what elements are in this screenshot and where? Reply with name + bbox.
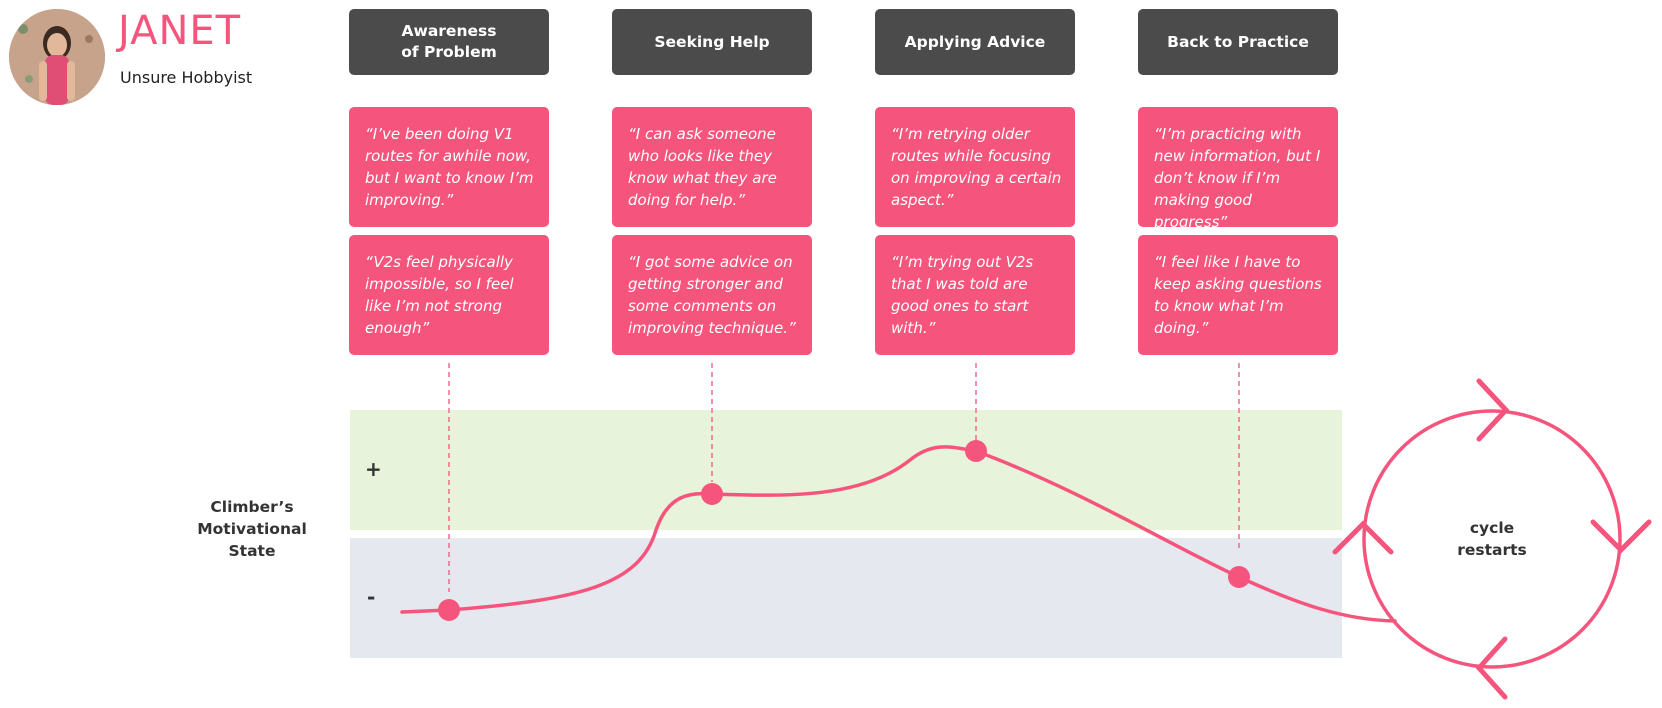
stage-awareness: Awareness of Problem: [349, 9, 549, 75]
stage-seeking-help: Seeking Help: [612, 9, 812, 75]
quote-card: “I feel like I have to keep asking quest…: [1138, 235, 1338, 355]
stage-point: [701, 483, 723, 505]
persona-name: JANET: [118, 8, 242, 54]
stage-point: [438, 599, 460, 621]
quote-card: “I’m retrying older routes while focusin…: [875, 107, 1075, 227]
positive-band: [350, 410, 1342, 530]
person-photo-icon: [9, 9, 105, 105]
negative-band: [350, 538, 1342, 658]
stage-point: [1228, 566, 1250, 588]
stage-point: [965, 440, 987, 462]
quote-card: “V2s feel physically impossible, so I fe…: [349, 235, 549, 355]
positive-symbol: +: [365, 457, 382, 481]
cycle-label: cycle restarts: [1457, 519, 1527, 559]
negative-symbol: -: [367, 585, 376, 609]
cycle-restart-icon: [1332, 378, 1652, 700]
quote-card: “I’ve been doing V1 routes for awhile no…: [349, 107, 549, 227]
persona-avatar: [9, 9, 105, 105]
quote-card: “I got some advice on getting stronger a…: [612, 235, 812, 355]
stage-back-to-practice: Back to Practice: [1138, 9, 1338, 75]
persona-role: Unsure Hobbyist: [120, 68, 253, 87]
quote-card: “I’m practicing with new information, bu…: [1138, 107, 1338, 231]
quote-card: “I can ask someone who looks like they k…: [612, 107, 812, 227]
stage-applying-advice: Applying Advice: [875, 9, 1075, 75]
quote-card: “I’m trying out V2s that I was told are …: [875, 235, 1075, 355]
motivation-curve: [400, 445, 1397, 623]
y-axis-label: Climber’s Motivational State: [197, 498, 307, 560]
